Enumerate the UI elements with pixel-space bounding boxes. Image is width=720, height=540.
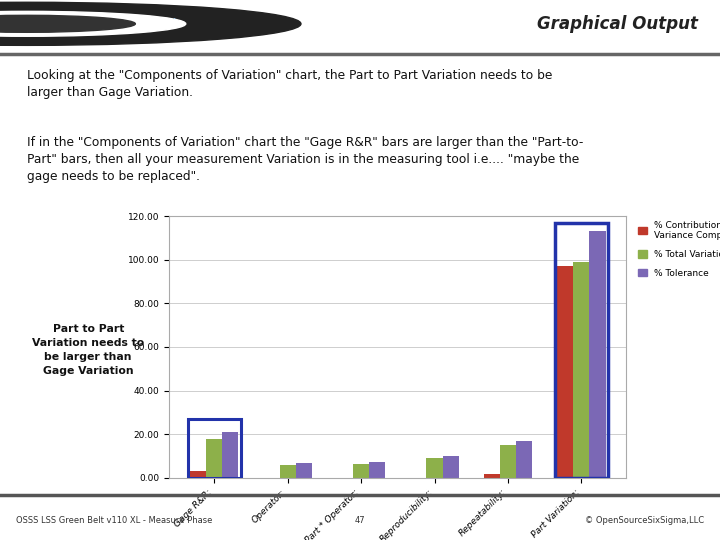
Text: Graphical Output: Graphical Output: [537, 15, 698, 33]
Bar: [222, 432, 238, 478]
Circle shape: [0, 2, 301, 45]
Text: OSSS LSS Green Belt v110 XL - Measure Phase: OSSS LSS Green Belt v110 XL - Measure Ph…: [16, 516, 212, 525]
Bar: [443, 456, 459, 478]
Text: Part to Part
Variation needs to
be larger than
Gage Variation: Part to Part Variation needs to be large…: [32, 323, 144, 376]
Bar: [484, 474, 500, 478]
Bar: [500, 445, 516, 478]
Bar: [353, 464, 369, 478]
Bar: [554, 222, 608, 478]
Bar: [369, 462, 385, 478]
Bar: [187, 419, 241, 478]
Circle shape: [0, 11, 186, 36]
Bar: [426, 458, 443, 478]
Bar: [279, 465, 296, 478]
Bar: [296, 463, 312, 478]
Bar: [557, 266, 573, 478]
Text: © OpenSourceSixSigma,LLC: © OpenSourceSixSigma,LLC: [585, 516, 704, 525]
Legend: % Contribution of
Variance Component, % Total Variation  (TV), % Tolerance: % Contribution of Variance Component, % …: [636, 218, 720, 281]
Text: Looking at the "Components of Variation" chart, the Part to Part Variation needs: Looking at the "Components of Variation"…: [27, 70, 553, 99]
Bar: [590, 231, 606, 478]
Bar: [190, 471, 206, 478]
Bar: [206, 438, 222, 478]
Text: If in the "Components of Variation" chart the "Gage R&R" bars are larger than th: If in the "Components of Variation" char…: [27, 137, 584, 184]
Bar: [516, 441, 532, 478]
Text: 47: 47: [355, 516, 365, 525]
Bar: [573, 262, 590, 478]
Text: OPEN SOURCE SIX SIGMA: OPEN SOURCE SIX SIGMA: [54, 18, 178, 28]
Circle shape: [0, 15, 135, 32]
